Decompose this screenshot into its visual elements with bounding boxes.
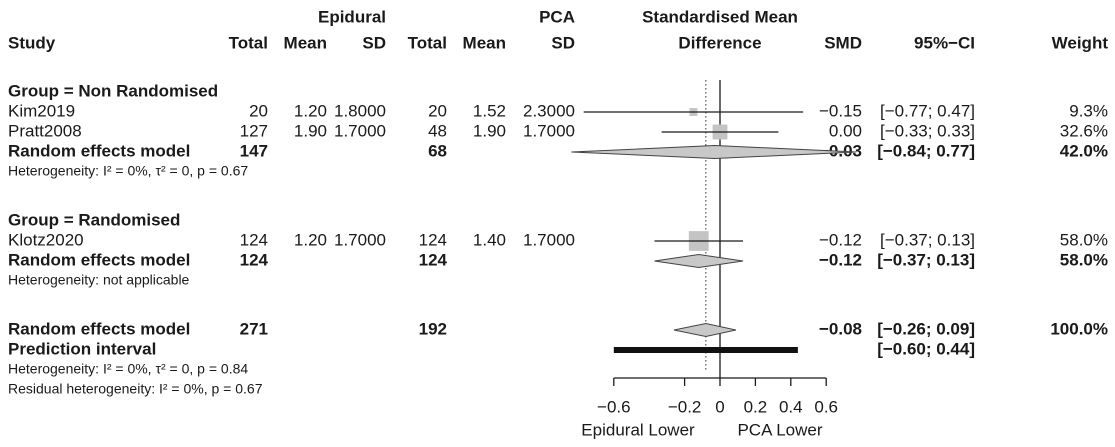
note-label: Heterogeneity: I² = 0%, τ² = 0, p = 0.67 <box>8 163 248 179</box>
prediction-interval <box>613 347 798 353</box>
table-cell: 1.7000 <box>523 230 575 249</box>
table-cell: 20 <box>428 101 447 120</box>
weight-label: 42.0% <box>1060 141 1108 160</box>
ci-label: [−0.37; 0.13] <box>877 250 975 269</box>
table-cell: 1.7000 <box>334 230 386 249</box>
table-cell: 271 <box>240 319 268 338</box>
group-label: Group = Non Randomised <box>8 81 218 100</box>
smd-label: −0.12 <box>819 250 862 269</box>
pooled-diamond <box>654 253 744 269</box>
weight-label: 32.6% <box>1060 121 1108 140</box>
study-label: Kim2019 <box>8 101 75 120</box>
weight-label: 100.0% <box>1050 319 1108 338</box>
column-header: 95%−CI <box>914 33 975 52</box>
table-cell: 48 <box>428 121 447 140</box>
ci-label: [−0.60; 0.44] <box>877 339 975 358</box>
ci-label: [−0.33; 0.33] <box>880 121 975 140</box>
x-tick-label: 0 <box>715 397 724 416</box>
group-header: Epidural <box>318 7 386 26</box>
table-cell: 1.90 <box>294 121 327 140</box>
point-estimate <box>719 131 721 133</box>
header: Epidural PCA Standardised Mean Differenc… <box>8 7 1108 52</box>
point-estimate <box>692 111 695 113</box>
x-axis-label: Epidural Lower <box>581 420 695 439</box>
point-estimate <box>697 240 700 242</box>
ci-label: [−0.26; 0.09] <box>877 319 975 338</box>
table-cell: 124 <box>419 250 448 269</box>
column-header: Total <box>229 33 268 52</box>
table-cell: 124 <box>419 230 447 249</box>
table-cell: 124 <box>240 230 268 249</box>
pooled-diamond <box>571 144 857 160</box>
table-cell: 147 <box>240 141 268 160</box>
ci-label: [−0.37; 0.13] <box>880 230 975 249</box>
note-label: Heterogeneity: I² = 0%, τ² = 0, p = 0.84 <box>8 361 248 377</box>
column-header: Total <box>408 33 447 52</box>
weight-label: 9.3% <box>1069 101 1108 120</box>
table-cell: 1.52 <box>473 101 506 120</box>
x-tick-label: 0.4 <box>779 397 803 416</box>
note-label: Heterogeneity: not applicable <box>8 272 190 288</box>
column-header: SMD <box>824 33 862 52</box>
table-cell: 124 <box>240 250 269 269</box>
table-cell: 20 <box>249 101 268 120</box>
pooled-label: Random effects model <box>8 250 190 269</box>
table-cell: 1.7000 <box>523 121 575 140</box>
pooled-diamond <box>673 322 737 338</box>
table-cell: 192 <box>419 319 447 338</box>
x-tick-label: 0.6 <box>814 397 838 416</box>
ci-label: [−0.77; 0.47] <box>880 101 975 120</box>
table-cell: 1.7000 <box>334 121 386 140</box>
table-cell: 1.40 <box>473 230 506 249</box>
study-label: Klotz2020 <box>8 230 84 249</box>
table-cell: 1.20 <box>294 101 327 120</box>
group-header: PCA <box>539 7 575 26</box>
x-tick-label: −0.6 <box>597 397 631 416</box>
table-cell: 1.20 <box>294 230 327 249</box>
column-header: SD <box>551 33 575 52</box>
smd-label: −0.15 <box>819 101 862 120</box>
table-cell: 2.3000 <box>523 101 575 120</box>
smd-label: −0.12 <box>819 230 862 249</box>
x-tick-label: 0.2 <box>744 397 768 416</box>
column-header: Mean <box>463 33 506 52</box>
study-label: Pratt2008 <box>8 121 82 140</box>
overall-label: Random effects model <box>8 319 190 338</box>
smd-label: 0.00 <box>829 121 862 140</box>
weight-label: 58.0% <box>1060 230 1108 249</box>
table-cell: 1.90 <box>473 121 506 140</box>
smd-label: −0.08 <box>819 319 862 338</box>
note-label: Residual heterogeneity: I² = 0%, p = 0.6… <box>8 381 263 397</box>
effect-header: Difference <box>678 33 761 52</box>
x-axis-label: PCA Lower <box>737 420 822 439</box>
weight-label: 58.0% <box>1060 250 1108 269</box>
table-cell: 68 <box>428 141 447 160</box>
table-cell: 127 <box>240 121 268 140</box>
ci-label: [−0.84; 0.77] <box>877 141 975 160</box>
column-header: Study <box>8 33 56 52</box>
x-tick-label: −0.2 <box>668 397 702 416</box>
column-header: Weight <box>1052 33 1109 52</box>
column-header: SD <box>362 33 386 52</box>
prediction-label: Prediction interval <box>8 339 156 358</box>
effect-header: Standardised Mean <box>642 7 798 26</box>
pooled-label: Random effects model <box>8 141 190 160</box>
table-cell: 1.8000 <box>334 101 386 120</box>
column-header: Mean <box>284 33 327 52</box>
group-label: Group = Randomised <box>8 210 180 229</box>
